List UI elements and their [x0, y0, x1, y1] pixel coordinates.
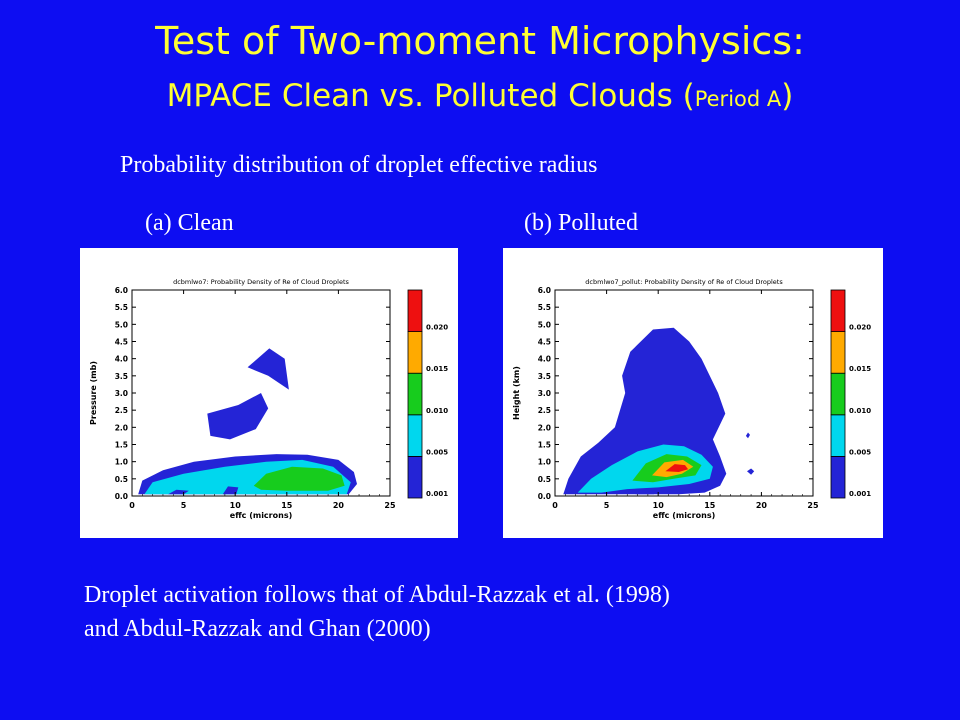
contour-region-level-0: [207, 393, 269, 440]
chart-panel-polluted: dcbmlwo7_pollut: Probability Density of …: [503, 248, 883, 538]
contour-region-level-0: [247, 348, 289, 390]
contour-region-level-4: [665, 464, 689, 472]
colorbar-segment: [407, 372, 423, 416]
y-tick-label: 4.0: [538, 355, 551, 364]
y-axis-label: Height (km): [512, 366, 521, 420]
subheading-main: MPACE Clean vs. Polluted Clouds (: [166, 78, 695, 114]
contour-region-level-0: [747, 468, 755, 475]
x-tick-label: 10: [653, 501, 665, 510]
y-tick-label: 3.0: [538, 389, 551, 398]
y-tick-label: 6.0: [538, 286, 551, 295]
y-tick-label: 1.5: [538, 441, 551, 450]
panel-label-clean: (a) Clean: [145, 210, 234, 236]
x-tick-label: 15: [281, 501, 293, 510]
chart-panel-clean: dcbmlwo7: Probability Density of Re of C…: [80, 248, 458, 538]
y-tick-label: 1.5: [115, 441, 128, 450]
colorbar-label: 0.015: [849, 365, 871, 373]
x-tick-label: 20: [756, 501, 768, 510]
subheading-close: ): [781, 78, 794, 114]
footnote-line-1: Droplet activation follows that of Abdul…: [84, 582, 670, 608]
y-tick-label: 2.0: [538, 423, 551, 432]
x-tick-label: 25: [384, 501, 396, 510]
y-tick-label: 0.5: [538, 475, 551, 484]
y-tick-label: 2.5: [538, 406, 551, 415]
colorbar-label: 0.020: [849, 324, 871, 332]
y-tick-label: 5.5: [115, 303, 128, 312]
y-tick-label: 2.0: [115, 423, 128, 432]
x-tick-label: 0: [129, 501, 135, 510]
chart-clean: dcbmlwo7: Probability Density of Re of C…: [89, 278, 448, 520]
x-tick-label: 0: [552, 501, 558, 510]
colorbar-label: 0.001: [426, 490, 448, 498]
footnote: Droplet activation follows that of Abdul…: [84, 578, 670, 646]
colorbar-segment: [830, 455, 846, 499]
x-tick-label: 15: [704, 501, 716, 510]
x-tick-label: 25: [807, 501, 819, 510]
y-tick-label: 0.0: [115, 492, 128, 501]
y-tick-label: 6.0: [115, 286, 128, 295]
footnote-line-2: and Abdul-Razzak and Ghan (2000): [84, 616, 431, 642]
y-axis-label: Pressure (mb): [89, 361, 98, 425]
x-tick-label: 10: [230, 501, 242, 510]
contour-region-level-0: [635, 488, 655, 495]
slide-title: Test of Two-moment Microphysics:: [155, 19, 805, 63]
colorbar-segment: [407, 289, 423, 332]
y-tick-label: 1.0: [115, 458, 128, 467]
y-tick-label: 3.5: [538, 372, 551, 381]
figure-caption: Probability distribution of droplet effe…: [120, 152, 598, 178]
contour-region-level-0: [222, 486, 239, 495]
y-tick-label: 3.0: [115, 389, 128, 398]
colorbar-segment: [830, 331, 846, 374]
x-axis-label: effc (microns): [653, 511, 715, 520]
colorbar-label: 0.005: [849, 448, 871, 456]
colorbar-segment: [407, 455, 423, 499]
chart-polluted: dcbmlwo7_pollut: Probability Density of …: [512, 278, 871, 520]
chart-title: dcbmlwo7: Probability Density of Re of C…: [173, 278, 349, 286]
x-tick-label: 20: [333, 501, 345, 510]
chart-title: dcbmlwo7_pollut: Probability Density of …: [585, 278, 783, 286]
contour-region-level-2: [253, 466, 345, 491]
colorbar-segment: [830, 289, 846, 332]
y-tick-label: 5.0: [538, 320, 551, 329]
x-tick-label: 5: [604, 501, 610, 510]
subheading-period: Period A: [694, 87, 782, 111]
panel-label-polluted: (b) Polluted: [524, 210, 638, 236]
colorbar-label: 0.005: [426, 448, 448, 456]
y-tick-label: 4.5: [115, 338, 128, 347]
y-tick-label: 3.5: [115, 372, 128, 381]
colorbar-label: 0.010: [426, 407, 448, 415]
y-tick-label: 1.0: [538, 458, 551, 467]
colorbar-label: 0.010: [849, 407, 871, 415]
x-axis-label: effc (microns): [230, 511, 292, 520]
y-tick-label: 5.5: [538, 303, 551, 312]
colorbar-label: 0.020: [426, 324, 448, 332]
x-tick-label: 5: [181, 501, 187, 510]
y-tick-label: 2.5: [115, 406, 128, 415]
colorbar-segment: [830, 372, 846, 416]
y-tick-label: 5.0: [115, 320, 128, 329]
y-tick-label: 4.5: [538, 338, 551, 347]
contour-region-level-0: [745, 432, 750, 439]
colorbar-segment: [407, 331, 423, 374]
y-tick-label: 0.5: [115, 475, 128, 484]
slide-subheading: MPACE Clean vs. Polluted Clouds (Period …: [0, 76, 960, 119]
colorbar-segment: [830, 414, 846, 457]
colorbar-segment: [407, 414, 423, 457]
y-tick-label: 4.0: [115, 355, 128, 364]
colorbar-label: 0.015: [426, 365, 448, 373]
y-tick-label: 0.0: [538, 492, 551, 501]
colorbar-label: 0.001: [849, 490, 871, 498]
